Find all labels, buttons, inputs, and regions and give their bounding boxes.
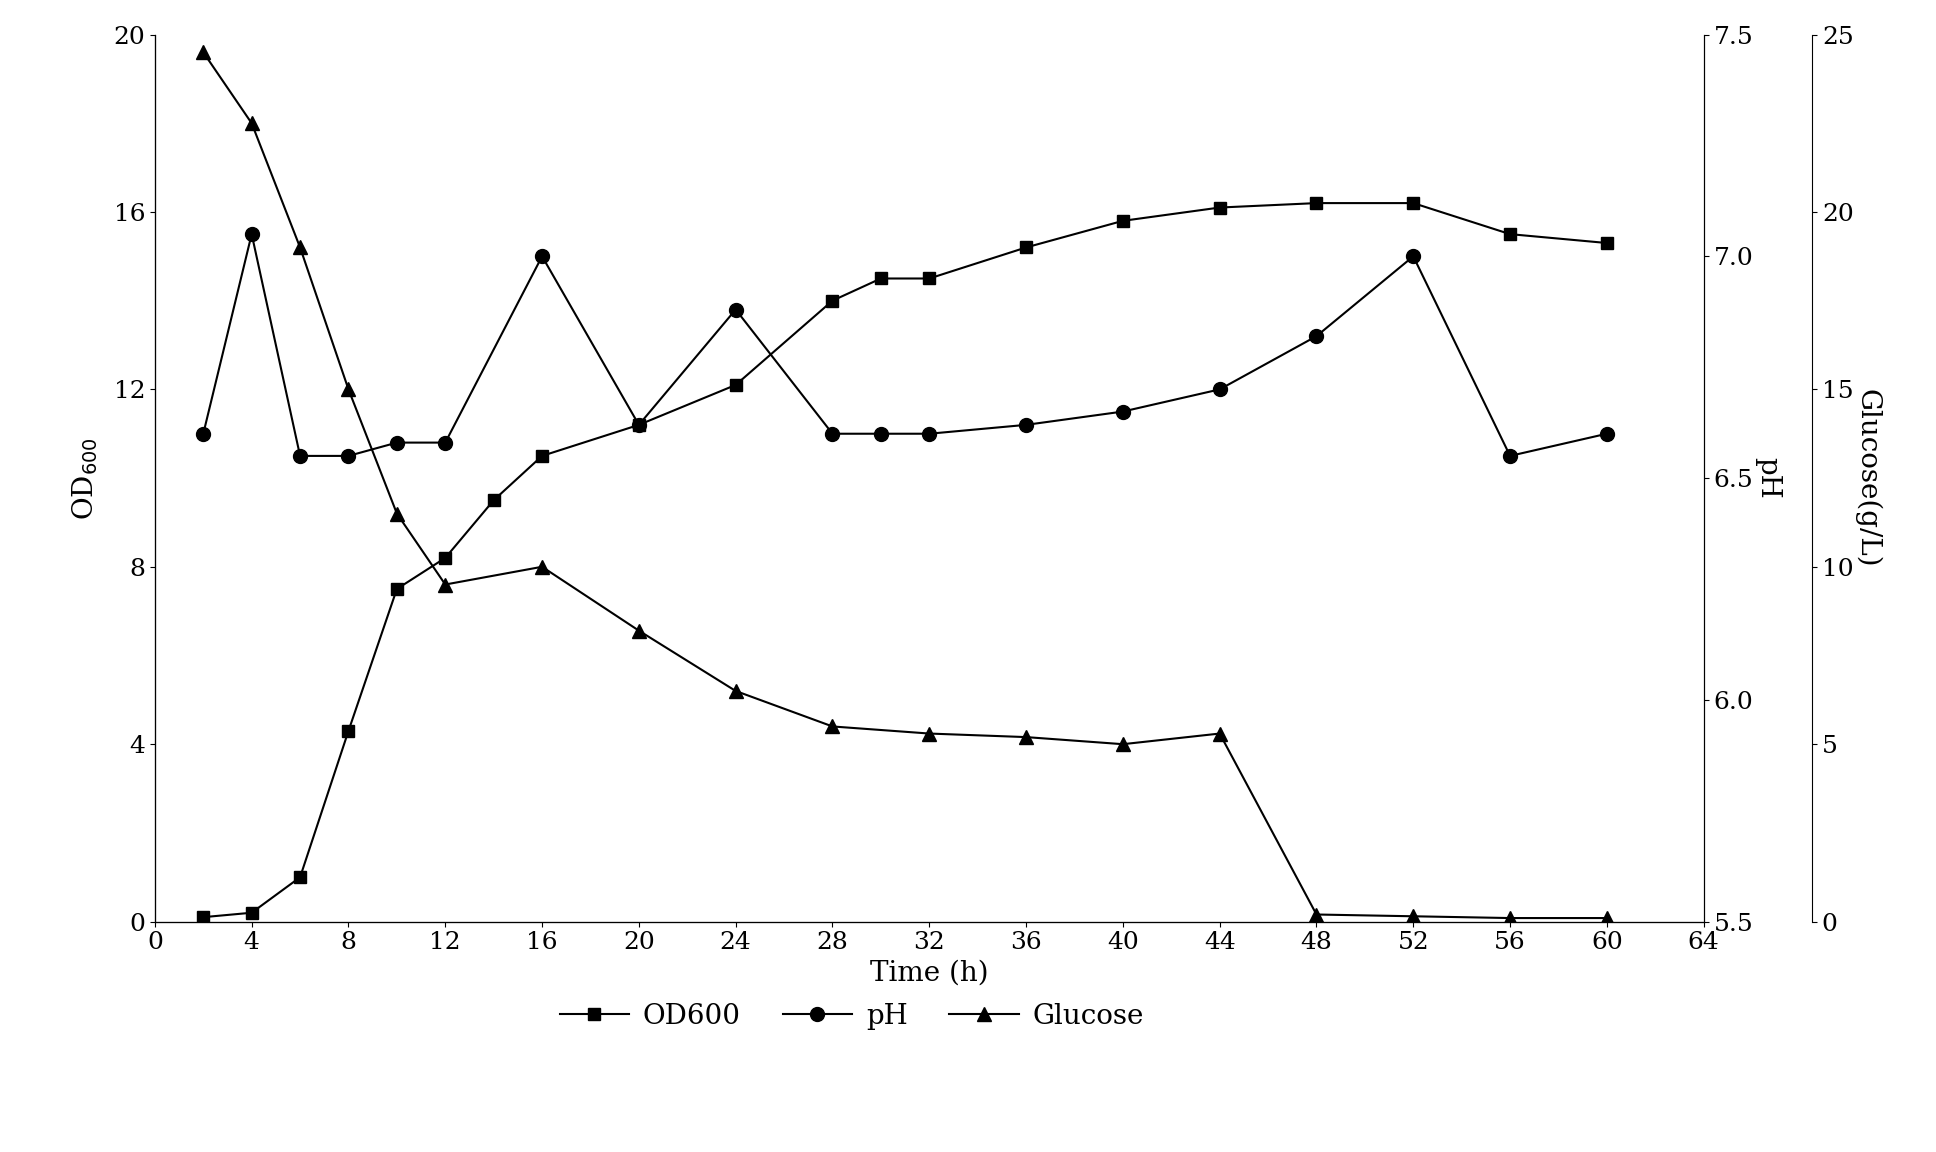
pH bbox=[1111, 404, 1134, 418]
OD600 bbox=[530, 449, 554, 463]
Glucose bbox=[434, 577, 457, 591]
Glucose bbox=[1014, 730, 1038, 744]
OD600 bbox=[918, 272, 941, 286]
pH bbox=[288, 449, 312, 463]
OD600 bbox=[1014, 241, 1038, 255]
Glucose bbox=[385, 507, 408, 521]
OD600 bbox=[1305, 196, 1328, 210]
OD600 bbox=[1402, 196, 1425, 210]
Glucose bbox=[1402, 909, 1425, 923]
OD600 bbox=[192, 910, 215, 924]
Legend: OD600, pH, Glucose: OD600, pH, Glucose bbox=[548, 992, 1156, 1040]
Glucose bbox=[337, 382, 360, 396]
Line: Glucose: Glucose bbox=[196, 45, 1615, 925]
pH bbox=[434, 435, 457, 449]
OD600 bbox=[821, 294, 844, 308]
Glucose bbox=[288, 241, 312, 255]
OD600 bbox=[724, 378, 747, 392]
OD600 bbox=[288, 871, 312, 885]
pH bbox=[869, 427, 892, 441]
OD600 bbox=[1111, 214, 1134, 228]
OD600 bbox=[627, 418, 650, 432]
pH bbox=[821, 427, 844, 441]
pH bbox=[724, 303, 747, 317]
pH bbox=[1498, 449, 1522, 463]
Glucose bbox=[1111, 737, 1134, 751]
OD600 bbox=[482, 493, 505, 507]
Y-axis label: OD$_{600}$: OD$_{600}$ bbox=[70, 437, 99, 520]
pH bbox=[385, 435, 408, 449]
OD600 bbox=[385, 582, 408, 596]
pH bbox=[1402, 249, 1425, 263]
OD600 bbox=[1595, 236, 1618, 250]
Line: OD600: OD600 bbox=[197, 197, 1613, 924]
pH bbox=[1595, 427, 1618, 441]
Glucose bbox=[627, 623, 650, 637]
pH bbox=[1014, 418, 1038, 432]
Y-axis label: pH: pH bbox=[1754, 457, 1781, 499]
pH bbox=[530, 249, 554, 263]
Glucose bbox=[724, 684, 747, 698]
Glucose bbox=[918, 727, 941, 741]
pH bbox=[1305, 329, 1328, 343]
pH bbox=[918, 427, 941, 441]
pH bbox=[337, 449, 360, 463]
pH bbox=[192, 427, 215, 441]
Glucose bbox=[530, 560, 554, 574]
Glucose bbox=[192, 45, 215, 59]
pH bbox=[1208, 382, 1231, 396]
pH bbox=[240, 227, 263, 241]
Glucose bbox=[1595, 911, 1618, 925]
OD600 bbox=[240, 905, 263, 919]
OD600 bbox=[1208, 200, 1231, 214]
OD600 bbox=[434, 551, 457, 564]
Y-axis label: Glucose(g/L): Glucose(g/L) bbox=[1855, 388, 1882, 568]
X-axis label: Time (h): Time (h) bbox=[869, 960, 989, 987]
pH bbox=[627, 418, 650, 432]
Line: pH: pH bbox=[196, 227, 1615, 463]
Glucose bbox=[1498, 911, 1522, 925]
Glucose bbox=[240, 116, 263, 130]
Glucose bbox=[821, 720, 844, 734]
OD600 bbox=[869, 272, 892, 286]
Glucose bbox=[1305, 908, 1328, 922]
Glucose bbox=[1208, 727, 1231, 741]
OD600 bbox=[337, 723, 360, 737]
OD600 bbox=[1498, 227, 1522, 241]
